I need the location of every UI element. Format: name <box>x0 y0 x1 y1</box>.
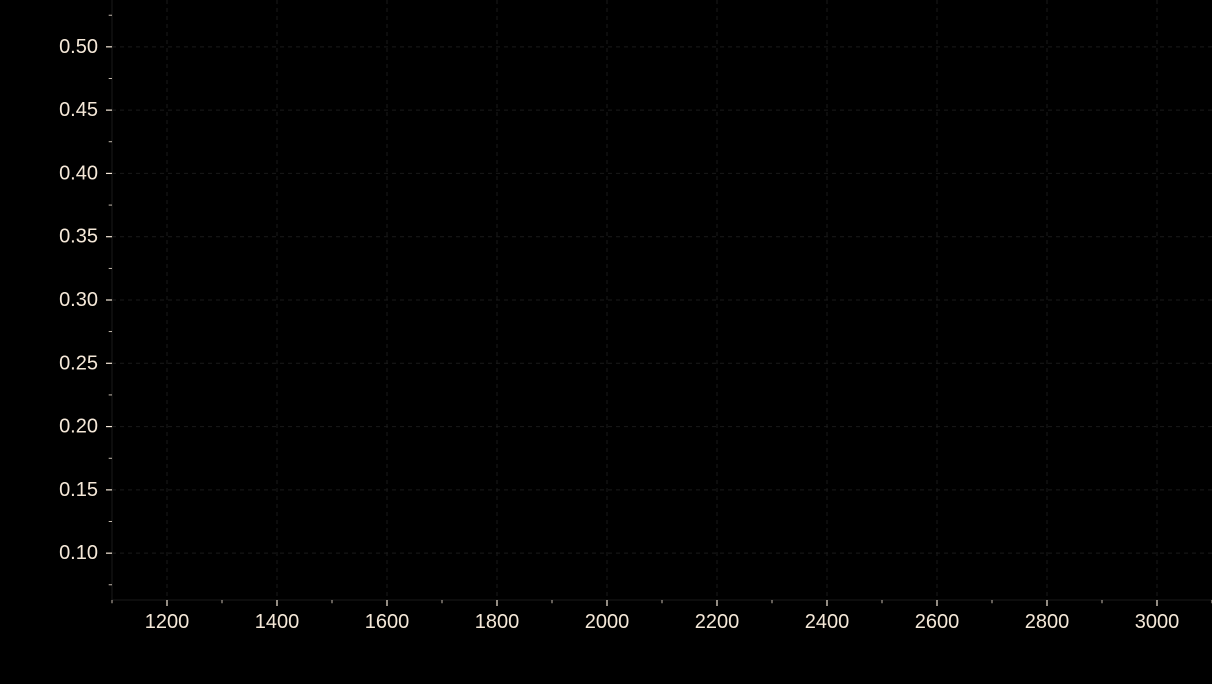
x-tick-label: 1600 <box>365 611 410 633</box>
chart-svg: 1200 1400 1600 1800 2000 2200 2400 2600 2800 3000… <box>0 0 1212 684</box>
y-tick-label: 0.10 <box>59 542 98 564</box>
y-tick-label: 0.40 <box>59 162 98 184</box>
y-tick-label: 0.30 <box>59 289 98 311</box>
chart-container: 1200 1400 1600 1800 2000 2200 2400 2600 2800 3000… <box>0 0 1212 684</box>
x-tick-label: 2800 <box>1025 611 1070 633</box>
chart-background <box>0 0 1212 684</box>
y-tick-label: 0.35 <box>59 226 98 248</box>
y-tick-label: 0.15 <box>59 479 98 501</box>
y-tick-label: 0.45 <box>59 99 98 121</box>
y-tick-label: 0.50 <box>59 36 98 58</box>
x-tick-label: 2000 <box>585 611 630 633</box>
x-tick-label: 2400 <box>805 611 850 633</box>
x-tick-label: 3000 <box>1135 611 1180 633</box>
x-tick-label: 1200 <box>145 611 190 633</box>
y-tick-label: 0.20 <box>59 416 98 438</box>
x-tick-label: 2600 <box>915 611 960 633</box>
y-tick-label: 0.25 <box>59 352 98 374</box>
x-tick-label: 1800 <box>475 611 520 633</box>
x-tick-label: 1400 <box>255 611 300 633</box>
x-tick-label: 2200 <box>695 611 740 633</box>
